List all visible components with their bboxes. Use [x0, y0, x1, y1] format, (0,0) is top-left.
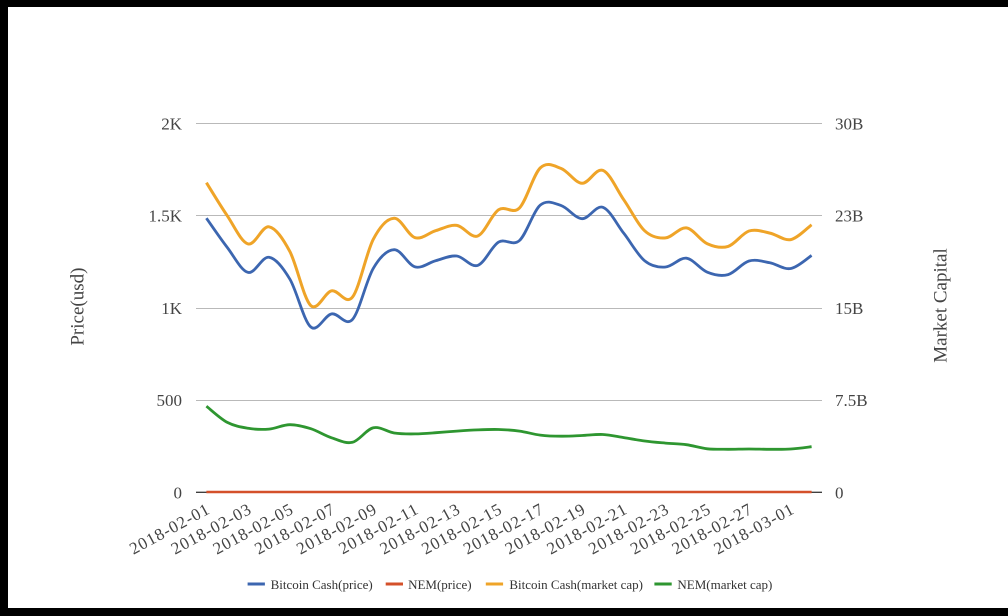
svg-text:NEM(market cap): NEM(market cap) — [677, 577, 772, 592]
svg-text:0: 0 — [174, 483, 183, 502]
svg-text:Price(usd): Price(usd) — [68, 268, 89, 346]
svg-text:15B: 15B — [835, 299, 863, 318]
svg-text:500: 500 — [157, 391, 183, 410]
svg-text:1K: 1K — [161, 299, 183, 318]
svg-text:7.5B: 7.5B — [835, 391, 868, 410]
svg-text:30B: 30B — [835, 114, 863, 133]
svg-text:Bitcoin Cash(price): Bitcoin Cash(price) — [271, 577, 373, 592]
svg-text:2K: 2K — [161, 114, 183, 133]
svg-text:1.5K: 1.5K — [148, 207, 182, 226]
svg-text:23B: 23B — [835, 207, 863, 226]
svg-text:Bitcoin Cash(market cap): Bitcoin Cash(market cap) — [509, 577, 643, 592]
svg-text:0: 0 — [835, 483, 844, 502]
svg-text:NEM(price): NEM(price) — [408, 577, 472, 592]
svg-text:Market Capital: Market Capital — [931, 248, 952, 363]
